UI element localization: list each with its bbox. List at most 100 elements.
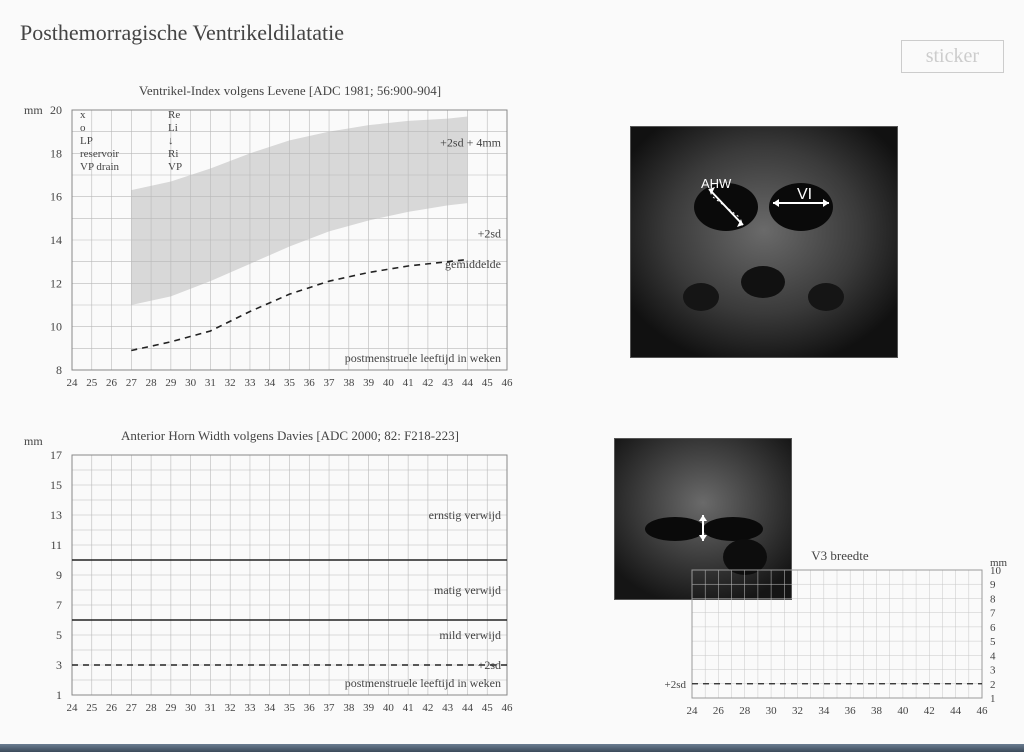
- svg-text:17: 17: [50, 448, 62, 462]
- svg-text:3: 3: [990, 665, 996, 677]
- svg-text:7: 7: [56, 598, 62, 612]
- svg-text:mm: mm: [990, 557, 1008, 569]
- svg-text:26: 26: [106, 377, 118, 389]
- svg-text:41: 41: [403, 702, 414, 714]
- svg-text:27: 27: [126, 377, 138, 389]
- svg-text:34: 34: [264, 377, 276, 389]
- svg-text:18: 18: [50, 146, 62, 160]
- svg-text:ernstig verwijd: ernstig verwijd: [429, 508, 501, 522]
- svg-text:28: 28: [739, 705, 751, 717]
- svg-text:26: 26: [713, 705, 725, 717]
- svg-text:46: 46: [502, 377, 514, 389]
- svg-text:24: 24: [687, 705, 699, 717]
- svg-text:32: 32: [792, 705, 803, 717]
- svg-text:39: 39: [363, 377, 375, 389]
- svg-text:36: 36: [304, 702, 316, 714]
- svg-text:1: 1: [56, 688, 62, 702]
- svg-text:16: 16: [50, 190, 62, 204]
- svg-text:Ri: Ri: [168, 148, 178, 160]
- svg-text:44: 44: [462, 702, 474, 714]
- svg-text:4: 4: [990, 650, 996, 662]
- svg-text:33: 33: [244, 377, 256, 389]
- svg-text:15: 15: [50, 478, 62, 492]
- svg-text:34: 34: [818, 705, 830, 717]
- svg-text:2: 2: [990, 679, 996, 691]
- svg-text:46: 46: [977, 705, 989, 717]
- svg-text:34: 34: [264, 702, 276, 714]
- svg-text:V3 breedte: V3 breedte: [811, 548, 869, 563]
- svg-text:25: 25: [86, 702, 98, 714]
- svg-text:30: 30: [185, 377, 197, 389]
- svg-text:8: 8: [990, 593, 996, 605]
- svg-text:43: 43: [442, 702, 454, 714]
- svg-text:29: 29: [165, 377, 177, 389]
- svg-text:LP: LP: [80, 135, 93, 147]
- svg-text:↓: ↓: [168, 135, 174, 147]
- svg-text:Li: Li: [168, 122, 178, 134]
- svg-text:14: 14: [50, 233, 62, 247]
- svg-text:44: 44: [462, 377, 474, 389]
- svg-text:35: 35: [284, 702, 296, 714]
- svg-text:37: 37: [324, 702, 336, 714]
- svg-text:gemiddelde: gemiddelde: [445, 257, 501, 271]
- svg-text:Anterior Horn Width volgens Da: Anterior Horn Width volgens Davies [ADC …: [121, 428, 459, 443]
- charts-svg: 8101214161820mm2425262728293031323334353…: [0, 0, 1024, 752]
- svg-text:45: 45: [482, 377, 494, 389]
- svg-text:+2sd: +2sd: [665, 679, 687, 691]
- svg-text:24: 24: [67, 702, 79, 714]
- svg-text:11: 11: [50, 538, 62, 552]
- svg-text:44: 44: [950, 705, 962, 717]
- svg-text:28: 28: [146, 377, 158, 389]
- svg-text:36: 36: [304, 377, 316, 389]
- svg-text:42: 42: [422, 702, 433, 714]
- svg-text:40: 40: [897, 705, 909, 717]
- svg-text:reservoir: reservoir: [80, 148, 119, 160]
- svg-text:40: 40: [383, 702, 395, 714]
- svg-text:39: 39: [363, 702, 375, 714]
- svg-text:5: 5: [56, 628, 62, 642]
- svg-text:+2sd + 4mm: +2sd + 4mm: [440, 136, 502, 150]
- svg-text:postmenstruele leeftijd in wek: postmenstruele leeftijd in weken: [345, 351, 501, 365]
- svg-text:VP drain: VP drain: [80, 161, 120, 173]
- svg-text:10: 10: [50, 320, 62, 334]
- svg-text:13: 13: [50, 508, 62, 522]
- svg-text:45: 45: [482, 702, 494, 714]
- svg-text:Ventrikel-Index volgens Levene: Ventrikel-Index volgens Levene [ADC 1981…: [139, 83, 441, 98]
- svg-text:6: 6: [990, 622, 996, 634]
- svg-text:31: 31: [205, 702, 216, 714]
- svg-text:3: 3: [56, 658, 62, 672]
- svg-text:41: 41: [403, 377, 414, 389]
- svg-text:o: o: [80, 122, 86, 134]
- svg-text:32: 32: [225, 377, 236, 389]
- svg-text:42: 42: [924, 705, 935, 717]
- svg-text:33: 33: [244, 702, 256, 714]
- svg-text:matig verwijd: matig verwijd: [434, 583, 501, 597]
- svg-text:mm: mm: [24, 434, 43, 448]
- svg-text:32: 32: [225, 702, 236, 714]
- svg-text:Re: Re: [168, 109, 180, 121]
- svg-text:37: 37: [324, 377, 336, 389]
- svg-text:+2sd: +2sd: [478, 227, 501, 241]
- svg-text:9: 9: [990, 579, 996, 591]
- svg-text:25: 25: [86, 377, 98, 389]
- svg-text:8: 8: [56, 363, 62, 377]
- svg-text:38: 38: [343, 702, 355, 714]
- svg-text:26: 26: [106, 702, 118, 714]
- svg-text:5: 5: [990, 636, 996, 648]
- svg-text:24: 24: [67, 377, 79, 389]
- svg-text:VP: VP: [168, 161, 182, 173]
- svg-text:36: 36: [845, 705, 857, 717]
- svg-text:mild verwijd: mild verwijd: [439, 628, 501, 642]
- svg-text:30: 30: [185, 702, 197, 714]
- page-root: Posthemorragische Ventrikeldilatatie sti…: [0, 0, 1024, 752]
- svg-text:x: x: [80, 109, 86, 121]
- taskbar-strip: [0, 744, 1024, 752]
- svg-text:12: 12: [50, 276, 62, 290]
- svg-text:38: 38: [343, 377, 355, 389]
- svg-text:46: 46: [502, 702, 514, 714]
- svg-text:postmenstruele leeftijd in wek: postmenstruele leeftijd in weken: [345, 676, 501, 690]
- svg-text:29: 29: [165, 702, 177, 714]
- svg-text:+2sd: +2sd: [478, 658, 501, 672]
- svg-text:31: 31: [205, 377, 216, 389]
- svg-text:43: 43: [442, 377, 454, 389]
